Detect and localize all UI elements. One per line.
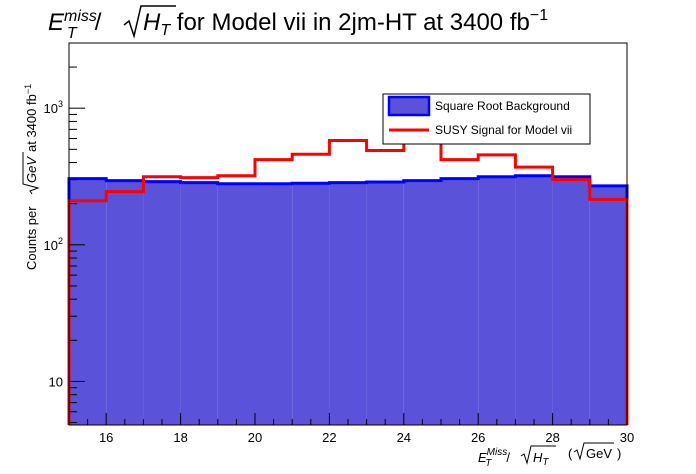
background-bar (180, 182, 218, 425)
background-bar (292, 183, 330, 425)
chart-title-sqrt-part: HT for Model vii in 2jm-HT at 3400 fb−1 (143, 7, 548, 39)
background-bar (515, 175, 553, 425)
y-axis: 10 102 103 (44, 42, 85, 424)
svg-text:(: ( (568, 446, 573, 461)
y-tick-label: 102 (44, 236, 63, 253)
background-bar (143, 181, 181, 425)
title-sqrt-radical (123, 5, 176, 39)
y-tick-label: 10 (49, 374, 63, 389)
x-axis-title: EMiss T / HT ( GeV ) (478, 442, 621, 469)
legend-label-signal: SUSY Signal for Model vii (435, 123, 572, 137)
ylabel-sqrt-radical (22, 152, 40, 195)
x-axis: 16 18 20 22 24 26 28 30 (68, 413, 634, 445)
xlabel-sqrt-radical (520, 445, 556, 465)
x-tick-label: 18 (173, 430, 187, 445)
background-bar (329, 182, 367, 425)
background-bar (106, 180, 144, 425)
xlabel-unit-sqrt-radical (573, 442, 614, 461)
background-bar (403, 180, 441, 425)
background-bar (441, 178, 479, 425)
svg-text:HT: HT (533, 450, 549, 468)
background-bar (255, 183, 293, 425)
x-tick-label: 22 (322, 430, 336, 445)
background-bar (552, 176, 590, 425)
x-tick-label: 16 (99, 430, 113, 445)
background-bar (217, 183, 255, 425)
x-tick-label: 20 (248, 430, 262, 445)
svg-text:Counts per: Counts per (24, 206, 39, 270)
x-tick-label: 30 (620, 430, 634, 445)
legend-swatch-background (387, 95, 431, 117)
background-bar (589, 185, 627, 425)
y-tick-label: 103 (44, 99, 63, 116)
signal-line (67, 139, 629, 425)
x-tick-label: 26 (471, 430, 485, 445)
background-bar (366, 182, 404, 425)
svg-text:at 3400 fb−1: at 3400 fb−1 (23, 84, 39, 152)
y-axis-title: Counts per GeV at 3400 fb−1 (22, 84, 40, 270)
background-bar (69, 178, 107, 425)
svg-text:GeV: GeV (586, 446, 612, 461)
x-tick-label: 28 (545, 430, 559, 445)
chart-title: Emiss T / (48, 8, 102, 42)
svg-text:): ) (617, 446, 621, 461)
histogram-layer (67, 139, 629, 425)
x-tick-label: 24 (397, 430, 411, 445)
background-bar (478, 176, 516, 425)
legend-label-background: Square Root Background (435, 99, 570, 113)
svg-text:GeV: GeV (24, 156, 39, 183)
legend: Square Root Background SUSY Signal for M… (382, 93, 591, 145)
